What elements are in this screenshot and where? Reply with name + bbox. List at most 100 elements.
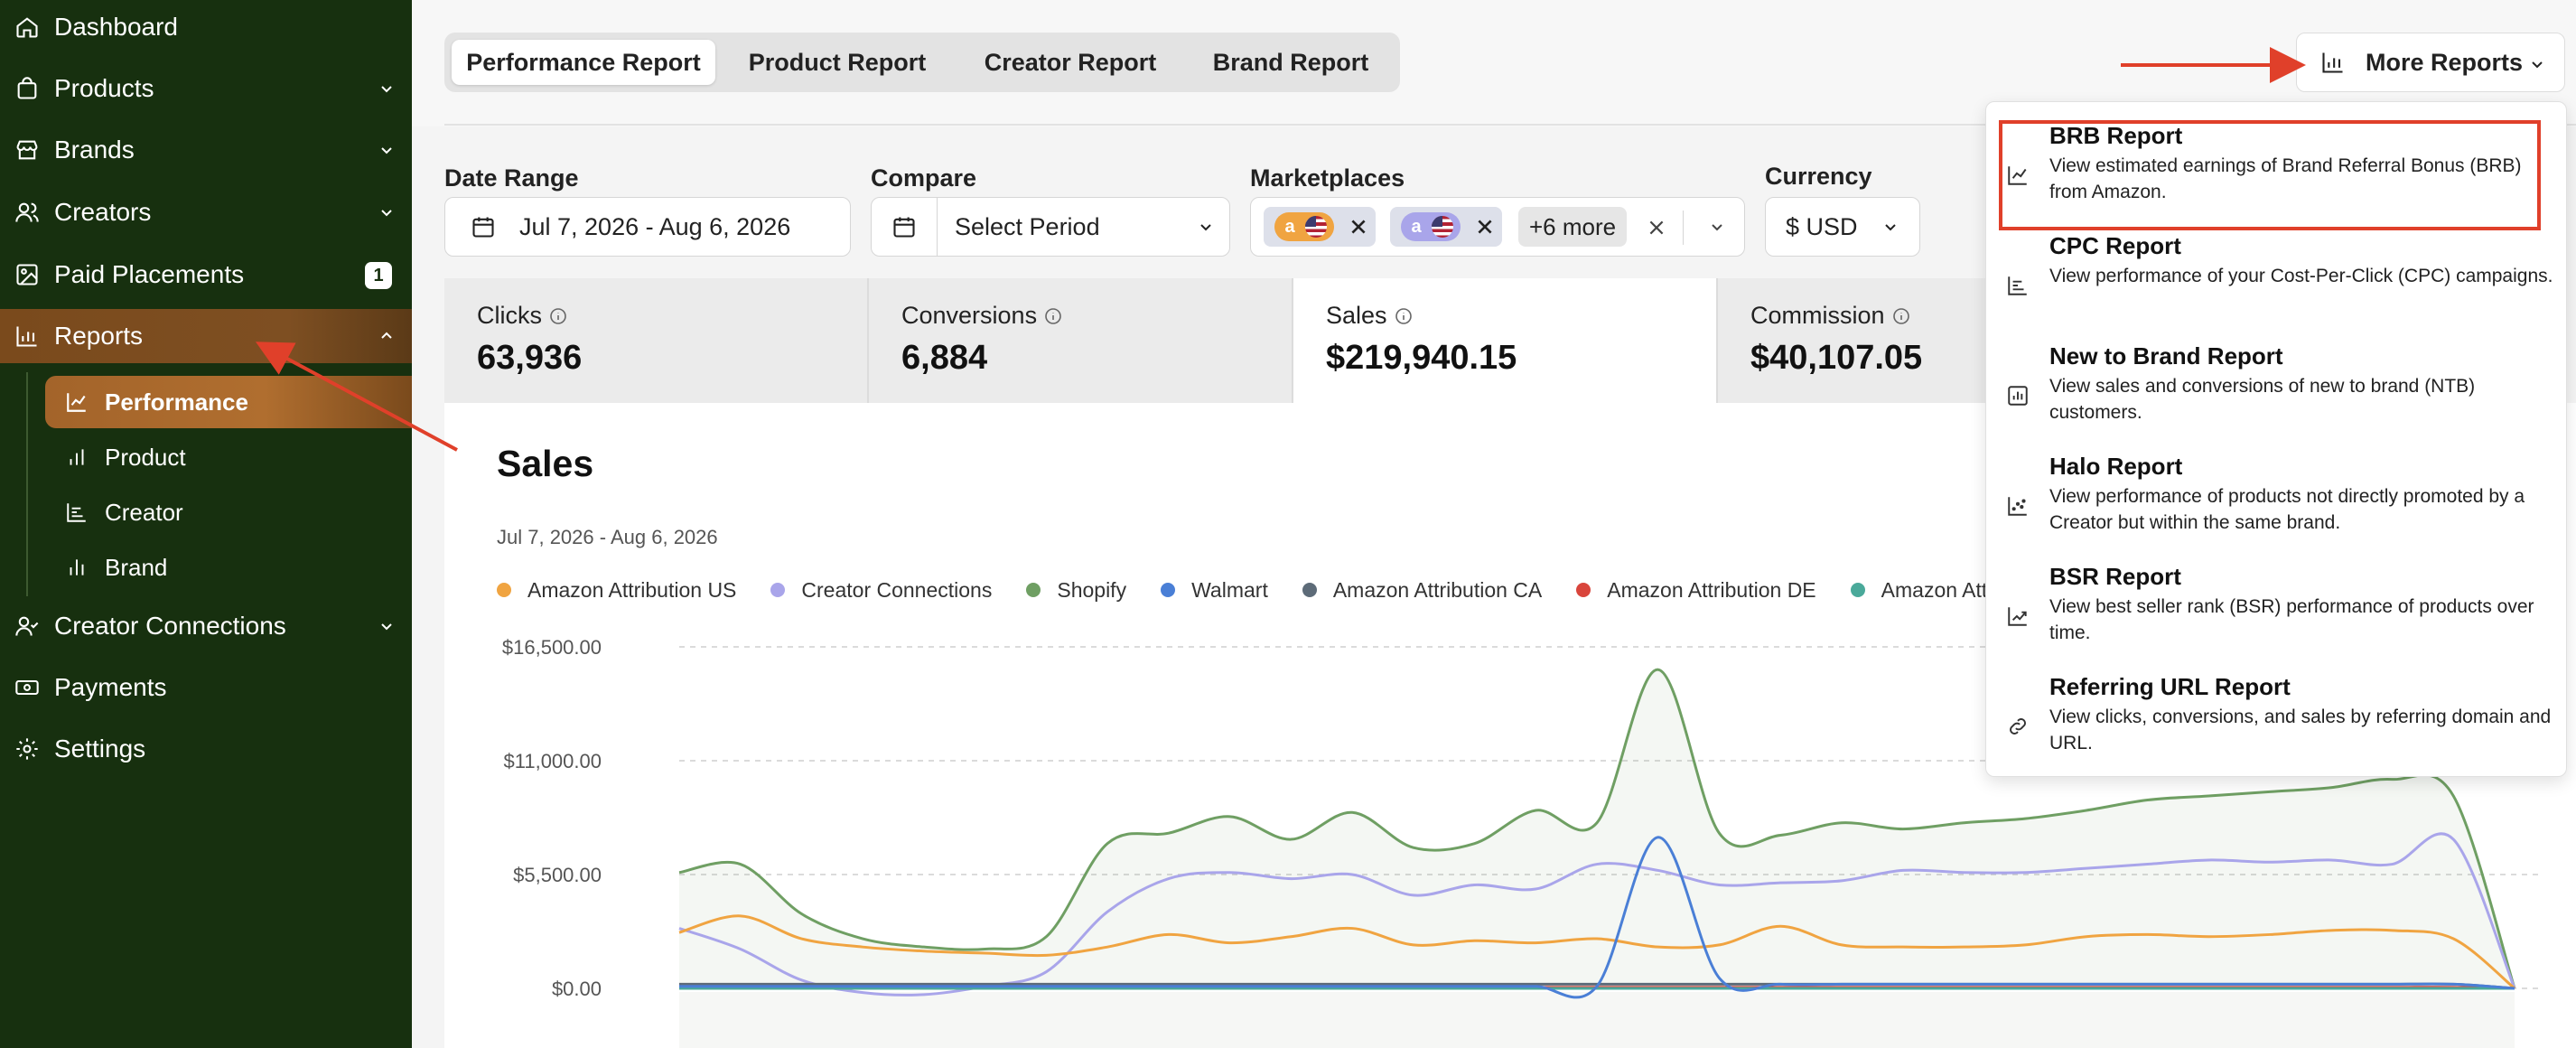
dropdown-item-title: BSR Report (2049, 563, 2181, 590)
marketplaces-select[interactable]: a a +6 more (1250, 197, 1745, 257)
dropdown-item-description: View clicks, conversions, and sales by r… (2049, 706, 2552, 753)
metric-value: $219,940.15 (1326, 339, 1517, 377)
clear-icon[interactable] (1647, 218, 1666, 238)
tab-performance-report[interactable]: Performance Report (452, 40, 715, 85)
metric-sales[interactable]: Sales $219,940.15 (1293, 278, 1718, 403)
chevron-down-icon (1712, 224, 1722, 231)
legend-item[interactable]: Amazon Attribution DE (1576, 578, 1816, 603)
legend-label: Amazon Attribution US (527, 577, 737, 602)
legend-dot (1576, 583, 1591, 597)
sidebar-subitem-product[interactable]: Product (0, 431, 412, 483)
info-icon[interactable] (1892, 307, 1910, 325)
y-tick-label: $11,000.00 (504, 750, 602, 772)
dropdown-item-cpc-report[interactable]: CPC Report View performance of your Cost-… (1986, 230, 2568, 332)
legend-dot (1026, 583, 1041, 597)
dropdown-item-bsr-report[interactable]: BSR Report View best seller rank (BSR) pe… (1986, 561, 2568, 662)
bar-chart-icon (2322, 52, 2343, 73)
sidebar-item-label: Dashboard (54, 13, 178, 41)
legend-label: Amazon Attribution CA (1332, 577, 1543, 602)
legend-label: Shopify (1057, 577, 1127, 602)
marketplaces-label: Marketplaces (1250, 164, 1405, 192)
line-chart-icon (2008, 166, 2027, 185)
compare-label: Compare (871, 164, 977, 192)
tab-creator-report[interactable]: Creator Report (984, 48, 1157, 76)
currency-label: Currency (1765, 163, 1872, 190)
sidebar-item-dashboard[interactable]: Dashboard (0, 0, 412, 54)
legend-item[interactable]: Walmart (1161, 578, 1268, 603)
divider (444, 124, 2576, 126)
dropdown-item-brb-report[interactable]: BRB Report View estimated earnings of Bra… (1986, 120, 2568, 221)
sidebar-item-payments[interactable]: Payments (0, 660, 412, 715)
dropdown-item-description: View estimated earnings of Brand Referra… (2049, 155, 2522, 202)
sidebar-item-creator-connections[interactable]: Creator Connections (0, 599, 412, 653)
info-icon[interactable] (1395, 307, 1413, 325)
bar-chart-box-icon (2008, 386, 2028, 406)
sidebar-item-settings[interactable]: Settings (0, 722, 412, 776)
dropdown-item-referring-url-report[interactable]: Referring URL Report View clicks, convers… (1986, 671, 2568, 772)
legend-label: Creator Connections (801, 577, 993, 602)
chevron-down-icon (381, 86, 392, 93)
field-separator (1683, 211, 1684, 245)
sidebar-subitem-performance[interactable]: Performance (0, 376, 412, 428)
info-icon[interactable] (1044, 307, 1062, 325)
bar-chart-horizontal-icon (2008, 276, 2027, 295)
currency-value: $ USD (1786, 212, 1858, 240)
chevron-up-icon (381, 332, 392, 339)
dropdown-item-description: View sales and conversions of new to bra… (2049, 376, 2476, 423)
metric-clicks[interactable]: Clicks 63,936 (444, 278, 869, 403)
sidebar-subitem-brand[interactable]: Brand (0, 541, 412, 594)
sidebar-item-brands[interactable]: Brands (0, 123, 412, 177)
legend-item[interactable]: Amazon Attribution CA (1302, 578, 1542, 603)
dropdown-item-title: BRB Report (2049, 122, 2183, 149)
bar-chart-icon (14, 323, 40, 349)
sidebar-item-label: Payments (54, 673, 167, 701)
sidebar: Dashboard Products Brands Creators Paid … (0, 0, 412, 1048)
sidebar-item-label: Paid Placements (54, 260, 245, 288)
currency-select[interactable]: $ USD (1765, 197, 1920, 257)
y-tick-label: $0.00 (552, 978, 602, 1000)
tab-brand-report[interactable]: Brand Report (1212, 48, 1369, 76)
info-icon[interactable] (549, 307, 567, 325)
metric-label: Commission (1750, 302, 1885, 329)
legend-item[interactable]: Shopify (1026, 578, 1126, 603)
dropdown-item-new-to-brand-report[interactable]: New to Brand Report View sales and conver… (1986, 341, 2568, 442)
more-marketplaces-chip[interactable]: +6 more (1518, 207, 1628, 247)
sidebar-item-products[interactable]: Products (0, 61, 412, 116)
metric-conversions[interactable]: Conversions 6,884 (869, 278, 1293, 403)
close-icon[interactable] (1475, 217, 1495, 237)
series-line (678, 914, 2515, 990)
date-range-picker[interactable]: Jul 7, 2026 - Aug 6, 2026 (444, 197, 851, 257)
sidebar-item-label: Settings (54, 735, 146, 763)
legend-item[interactable]: Amazon Attribution US (497, 578, 736, 603)
amazon-logo-icon: a (1401, 212, 1461, 241)
sidebar-item-reports[interactable]: Reports (0, 309, 412, 363)
link-icon (2010, 718, 2026, 735)
close-icon[interactable] (1349, 217, 1368, 237)
tab-product-report[interactable]: Product Report (748, 48, 927, 76)
dropdown-item-halo-report[interactable]: Halo Report View performance of products … (1986, 451, 2568, 552)
us-flag-icon (1305, 216, 1327, 238)
date-range-value: Jul 7, 2026 - Aug 6, 2026 (519, 212, 791, 240)
dropdown-item-title: New to Brand Report (2049, 342, 2283, 370)
count-badge: 1 (365, 262, 392, 289)
scatter-chart-icon (2008, 497, 2027, 516)
more-reports-dropdown: BRB Report View estimated earnings of Bra… (1985, 101, 2567, 777)
compare-select[interactable]: Select Period (871, 197, 1230, 257)
sidebar-subitem-creator[interactable]: Creator (0, 486, 412, 538)
report-tabs: Performance Report Product Report Creato… (444, 33, 1400, 92)
highlight-box (1999, 120, 2541, 230)
metric-cards: Clicks 63,936 Conversions 6,884 Sales $2… (444, 278, 1998, 403)
sidebar-item-paid-placements[interactable]: Paid Placements 1 (0, 248, 412, 302)
sidebar-item-creators[interactable]: Creators (0, 185, 412, 239)
chart-trend-icon (2008, 607, 2027, 626)
metric-commission[interactable]: Commission $40,107.05 (1718, 278, 1998, 403)
banknote-icon (14, 675, 40, 700)
chevron-down-icon (381, 147, 392, 154)
bar-chart-icon (65, 445, 89, 469)
chevron-down-icon (381, 210, 392, 217)
legend-item[interactable]: Creator Connections (770, 578, 992, 603)
more-reports-button[interactable]: More Reports (2296, 33, 2565, 92)
image-icon (14, 262, 40, 287)
marketplace-chip-amazon-us-2: a (1390, 207, 1502, 247)
legend-dot (497, 583, 511, 597)
